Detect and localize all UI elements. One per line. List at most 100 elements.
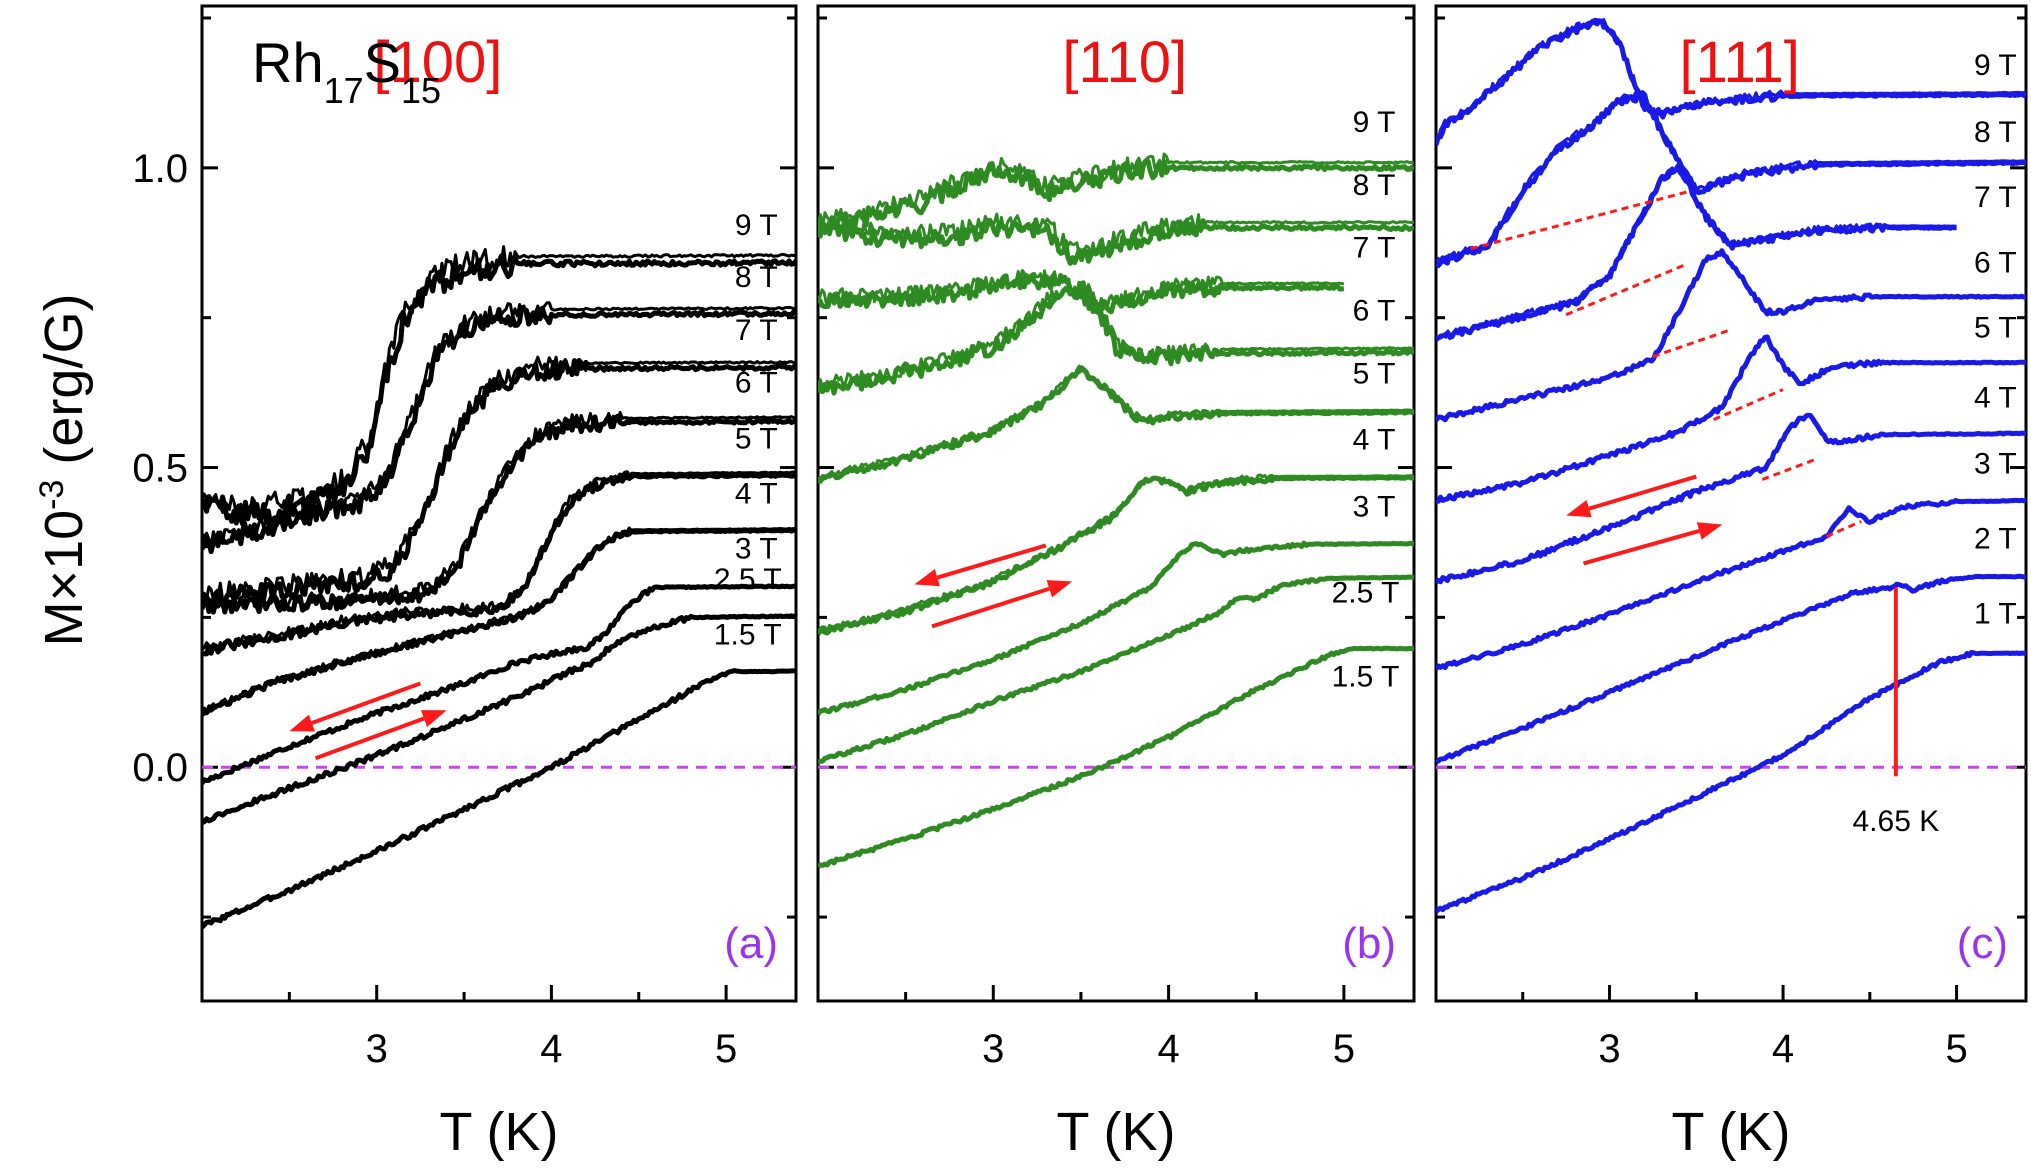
curve-4T (202, 527, 796, 717)
sweep-arrow-shaft (936, 543, 1047, 580)
field-label: 3 T (1974, 448, 2017, 481)
curve-2T (1436, 573, 2026, 765)
curve-return-6T (202, 411, 796, 610)
field-label: 5 T (735, 422, 778, 455)
compound-part: Rh (252, 31, 324, 94)
sweep-arrow-shaft (931, 586, 1050, 629)
curve-15T (818, 645, 1414, 869)
curve-6T (202, 413, 796, 615)
curve-return-4T (202, 526, 796, 714)
x-tick-label: 5 (1945, 1027, 1967, 1071)
curve-5T (1436, 334, 2026, 504)
x-tick-label: 4 (540, 1027, 562, 1071)
panel-c: 3 4 5 T (K) 9 T 8 T 7 T 6 T 5 T 4 T 3 T 2 T 1 T [111]… (1434, 4, 2028, 1162)
sweep-arrow-shaft (1588, 474, 1697, 511)
compound-part: 15 (401, 70, 441, 111)
sweep-arrow-head (914, 568, 940, 587)
field-label: 4 T (1974, 382, 2017, 415)
field-label: 7 T (1974, 181, 2017, 214)
x-tick-label: 3 (982, 1027, 1004, 1071)
compound-formula: Rh17S15 (252, 31, 441, 111)
sweep-arrow-shaft (314, 716, 425, 761)
curve-9T (818, 158, 1414, 233)
field-label: 7 T (1353, 232, 1396, 265)
background-fit-line (1565, 262, 1689, 317)
field-label: 2.5 T (714, 563, 782, 596)
sweep-arrow-shaft (1582, 529, 1700, 566)
field-label: 8 T (735, 261, 778, 294)
panel-tag: (c) (1957, 919, 2008, 968)
curve-1T (1436, 649, 2026, 914)
field-label: 9 T (1974, 49, 2017, 82)
panel-tag: (b) (1342, 919, 1396, 968)
field-label: 3 T (735, 533, 778, 566)
sweep-arrow-shaft (311, 681, 422, 725)
curve-return-8T (1436, 90, 2026, 264)
curve-return-6T (818, 280, 1414, 392)
curves (202, 245, 796, 930)
curve-25T (818, 574, 1414, 765)
panel-a: 3 4 5 0.0 0.5 1.0 T (K) 9 T 8 T 7 T 6 T 5 T 4 T 3 T2.… (132, 4, 798, 1162)
sweep-arrow-head (1566, 499, 1592, 518)
curves (1436, 17, 2026, 914)
compound-part: 17 (324, 70, 364, 111)
field-label: 9 T (1353, 106, 1396, 139)
field-label: 1.5 T (714, 618, 782, 651)
curves (818, 152, 1414, 869)
field-label: 8 T (1974, 116, 2017, 149)
field-label: 7 T (735, 314, 778, 347)
y-axis-title-base: M×10 (34, 510, 94, 647)
x-tick-label: 5 (715, 1027, 737, 1071)
curve-3T (1436, 497, 2026, 671)
x-tick-label: 4 (1157, 1027, 1179, 1071)
field-label: 3 T (1353, 491, 1396, 524)
field-label: 5 T (1974, 311, 2017, 344)
y-axis-title-unit: (erg/G) (34, 294, 94, 480)
x-tick-label: 3 (366, 1027, 388, 1071)
curve-4T (818, 474, 1414, 636)
y-tick-label: 0.0 (132, 746, 188, 790)
plot-frame (816, 4, 1416, 1003)
y-axis-title-exponent: -3 (33, 480, 71, 510)
curve-3T (202, 583, 796, 785)
curve-return-5T (818, 364, 1414, 481)
field-label: 9 T (735, 209, 778, 242)
field-label: 1 T (1974, 597, 2017, 630)
crystal-direction-label: [100] (373, 30, 502, 95)
field-label: 8 T (1353, 169, 1396, 202)
background-fit-line (1652, 328, 1732, 359)
sweep-arrow-head (1046, 580, 1073, 598)
curve-return-4T (818, 473, 1414, 633)
x-axis-title: T (K) (1057, 1102, 1176, 1162)
field-label: 4 T (735, 478, 778, 511)
x-axis-title: T (K) (1672, 1102, 1791, 1162)
crystal-direction-label: [110] (1062, 30, 1187, 95)
panel-tag: (a) (724, 919, 778, 968)
curve-return-8T (202, 301, 796, 549)
y-axis-title: M×10-3 (erg/G) (33, 294, 94, 647)
curve-return-9T (1436, 17, 2026, 144)
background-fit-line (1713, 388, 1784, 421)
curve-25T (202, 613, 796, 825)
curve-return-9T (818, 152, 1414, 229)
background-fit-line (1470, 190, 1688, 251)
crystal-direction-label: [111] (1679, 30, 1799, 95)
curve-8T (1436, 90, 2026, 269)
sweep-arrow-head (420, 710, 447, 727)
background-fit-line (1761, 457, 1819, 481)
curve-5T (818, 365, 1414, 484)
field-label: 5 T (1353, 358, 1396, 391)
field-label: 4 T (1353, 424, 1396, 457)
y-axis-label: M×10-3 (erg/G) (33, 294, 94, 647)
field-label: 1.5 T (1332, 660, 1400, 693)
curve-return-5T (202, 470, 796, 652)
curve-return-7T (202, 355, 796, 602)
x-tick-label: 5 (1333, 1027, 1355, 1071)
curve-return-7T (818, 269, 1344, 311)
y-tick-label: 0.5 (132, 447, 188, 491)
field-label: 2.5 T (1332, 576, 1400, 609)
sweep-arrow-head (289, 714, 315, 732)
curve-return-8T (818, 212, 1414, 259)
curve-6T (1436, 248, 2026, 423)
